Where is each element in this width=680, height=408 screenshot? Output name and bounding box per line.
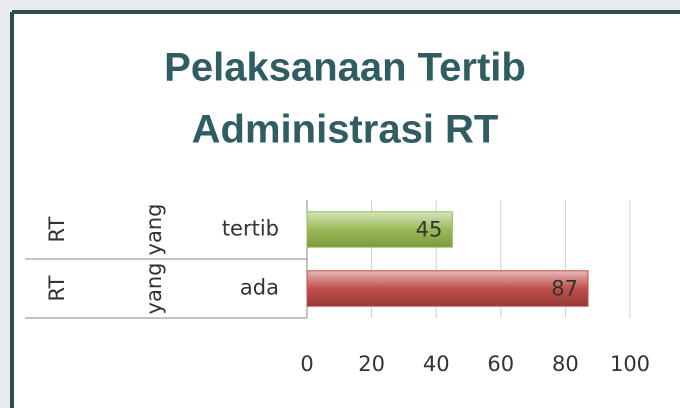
x-tick-label: 60 (487, 352, 514, 376)
x-tick-label: 20 (358, 352, 385, 376)
data-label: 87 (551, 277, 578, 301)
bar (306, 211, 453, 248)
x-tick-label: 100 (610, 352, 650, 376)
category-label: RT (45, 216, 69, 242)
category-label: yang (142, 263, 166, 315)
category-label: RT (45, 275, 69, 301)
x-tick-label: 40 (423, 352, 450, 376)
data-label: 45 (416, 218, 443, 242)
category-label: ada (240, 276, 279, 300)
bar (306, 270, 589, 307)
chart-title: Administrasi RT (192, 108, 499, 152)
chart-title: Pelaksanaan Tertib (164, 46, 526, 90)
chart-area (14, 14, 680, 408)
category-label: tertib (222, 217, 279, 241)
x-tick-label: 80 (552, 352, 579, 376)
x-tick-label: 0 (300, 352, 313, 376)
category-label: yang (142, 204, 166, 256)
